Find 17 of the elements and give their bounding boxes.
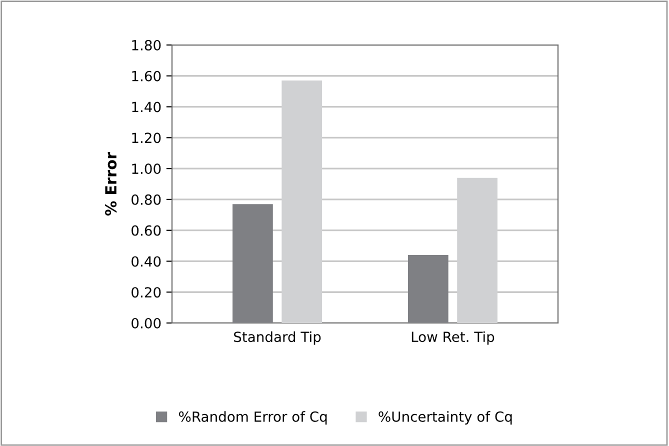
y-tick-label: 0.80 [132, 194, 161, 205]
y-tick-label: 0.60 [132, 225, 161, 236]
y-tick-label: 1.00 [132, 164, 161, 174]
x-tick-label: Standard Tip [234, 331, 321, 345]
y-tick-label: 0.40 [132, 256, 161, 267]
y-tick-label: 1.60 [132, 70, 161, 82]
x-tick-label: Low Ret. Tip [412, 331, 494, 345]
y-tick-label: 0.00 [132, 318, 161, 328]
legend-label: %Random Error of Cq [179, 411, 327, 425]
y-tick-label: 1.40 [132, 102, 161, 112]
y-axis-title: % Error [105, 152, 117, 216]
y-tick-label: 1.80 [132, 40, 161, 50]
y-tick-label: 0.20 [132, 287, 161, 298]
y-tick-label: 1.20 [132, 132, 161, 144]
legend-label: %Uncertainty of Cq [378, 411, 512, 425]
bar [232, 204, 273, 323]
bar [408, 255, 448, 323]
